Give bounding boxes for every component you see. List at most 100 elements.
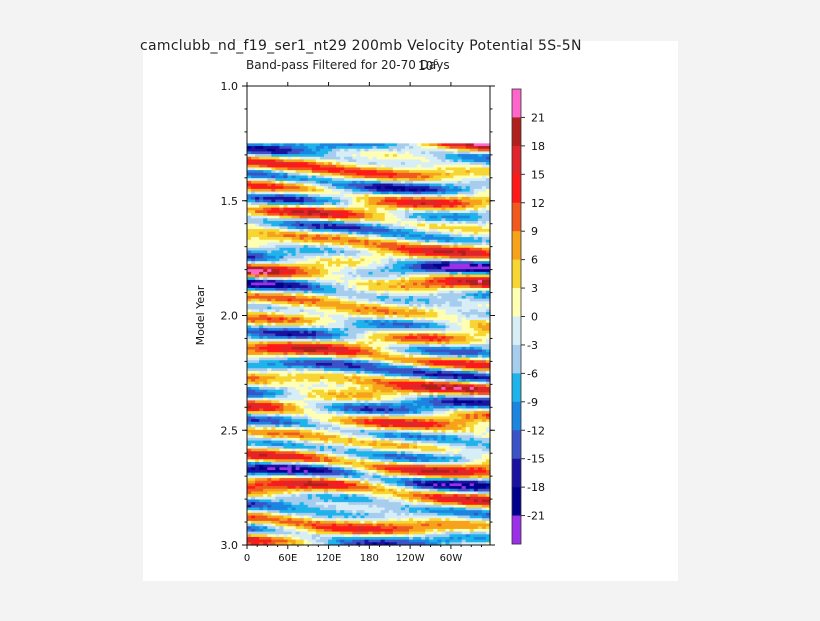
field-cell xyxy=(485,218,491,222)
field-cell xyxy=(259,266,264,270)
field-cell xyxy=(332,320,337,324)
field-cell xyxy=(299,162,305,166)
field-cell xyxy=(368,162,374,166)
field-cell xyxy=(364,245,370,249)
field-cell xyxy=(384,210,390,214)
field-cell xyxy=(392,312,398,316)
field-cell xyxy=(404,202,410,206)
field-cell xyxy=(307,282,313,286)
field-cell xyxy=(417,258,422,262)
field-cell xyxy=(372,261,378,265)
field-cell xyxy=(255,333,260,337)
field-cell xyxy=(441,341,447,345)
field-cell xyxy=(376,314,382,319)
field-cell xyxy=(433,159,438,163)
field-cell xyxy=(485,167,491,171)
field-cell xyxy=(311,263,317,268)
field-cell xyxy=(441,207,447,211)
field-cell xyxy=(392,172,398,177)
field-cell xyxy=(368,253,374,257)
field-cell xyxy=(299,221,305,225)
field-cell xyxy=(303,202,309,206)
field-cell xyxy=(360,183,366,187)
field-cell xyxy=(441,186,447,190)
field-cell xyxy=(421,172,426,177)
field-cell xyxy=(429,172,434,177)
field-cell xyxy=(433,271,438,276)
field-cell xyxy=(251,170,256,174)
field-cell xyxy=(445,178,451,182)
field-cell xyxy=(275,247,280,252)
field-cell xyxy=(348,162,353,166)
field-cell xyxy=(485,250,491,254)
field-cell xyxy=(409,164,414,169)
field-cell xyxy=(368,234,374,238)
field-cell xyxy=(279,188,285,193)
field-cell xyxy=(429,202,434,206)
field-cell xyxy=(445,269,451,273)
field-cell xyxy=(425,338,430,343)
field-cell xyxy=(372,322,378,327)
field-cell xyxy=(283,245,289,249)
field-cell xyxy=(388,274,394,278)
field-cell xyxy=(445,191,451,195)
field-cell xyxy=(311,191,317,195)
field-cell xyxy=(465,287,471,292)
field-cell xyxy=(449,255,455,260)
field-cell xyxy=(299,253,305,257)
field-cell xyxy=(465,191,471,195)
field-cell xyxy=(481,320,487,324)
field-cell xyxy=(291,207,297,211)
field-cell xyxy=(400,287,406,292)
field-cell xyxy=(445,344,451,348)
field-cell xyxy=(299,156,305,161)
field-cell xyxy=(433,285,438,289)
field-cell xyxy=(400,301,406,305)
field-cell xyxy=(291,277,297,281)
field-cell xyxy=(453,263,459,268)
field-cell xyxy=(404,250,410,254)
field-cell xyxy=(437,309,442,313)
field-cell xyxy=(477,261,483,265)
field-cell xyxy=(315,341,321,345)
field-cell xyxy=(417,199,422,203)
field-cell xyxy=(368,325,374,329)
field-cell xyxy=(477,234,483,238)
field-cell xyxy=(295,293,301,297)
field-cell xyxy=(328,162,333,166)
field-cell xyxy=(384,298,390,302)
field-cell xyxy=(417,239,422,244)
field-cell xyxy=(263,338,268,343)
field-cell xyxy=(255,287,260,292)
field-cell xyxy=(340,250,345,254)
field-cell xyxy=(449,143,455,147)
field-cell xyxy=(485,271,491,276)
field-cell xyxy=(396,330,402,335)
field-cell xyxy=(332,250,337,254)
field-cell xyxy=(275,290,280,294)
field-cell xyxy=(372,237,378,241)
field-cell xyxy=(429,242,434,246)
field-cell xyxy=(291,188,297,193)
field-cell xyxy=(384,154,390,158)
field-cell xyxy=(315,212,321,217)
field-cell xyxy=(461,325,467,329)
field-cell xyxy=(461,146,467,150)
field-cell xyxy=(340,207,345,211)
field-cell xyxy=(461,148,467,153)
field-cell xyxy=(291,309,297,313)
field-cell xyxy=(380,154,386,158)
field-cell xyxy=(400,282,406,286)
field-cell xyxy=(303,314,309,319)
field-cell xyxy=(364,180,370,185)
field-cell xyxy=(433,336,438,340)
field-cell xyxy=(404,194,410,198)
field-cell xyxy=(263,354,268,359)
field-cell xyxy=(441,263,447,268)
field-cell xyxy=(392,285,398,289)
field-cell xyxy=(340,162,345,166)
field-cell xyxy=(477,148,483,153)
field-cell xyxy=(291,199,297,203)
field-cell xyxy=(247,226,252,230)
field-cell xyxy=(481,231,487,236)
